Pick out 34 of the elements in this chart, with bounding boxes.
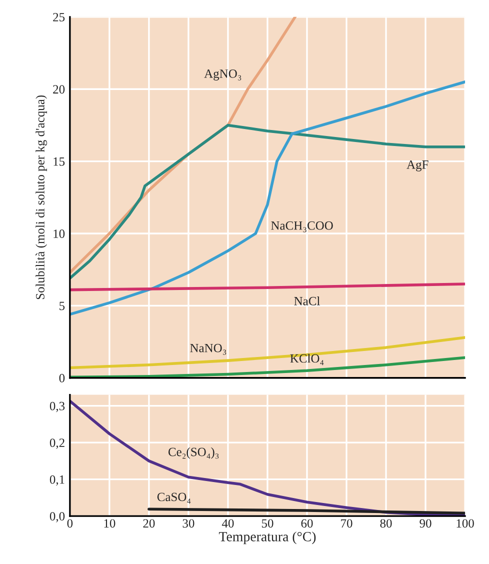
y-tick-label: 0,0 [50, 512, 65, 522]
series-label: NaNO₃ [190, 344, 226, 355]
series-label: KClO₄ [290, 354, 324, 366]
x-tick-label: 0 [67, 519, 73, 528]
line-series [70, 80, 466, 316]
x-tick-label: 90 [420, 519, 432, 528]
x-tick-label: 20 [143, 519, 155, 528]
x-tick-label: 80 [380, 519, 392, 528]
y-tick-label: 0,3 [50, 402, 65, 412]
x-tick-label: 10 [104, 519, 116, 528]
x-tick-label: 60 [301, 519, 313, 528]
y-tick-label: 0 [59, 374, 65, 382]
y-tick-label: 20 [53, 85, 65, 94]
series-label: CaSO₄ [157, 492, 191, 504]
x-tick-label: 30 [182, 519, 194, 528]
series-label: Ce₂(SO₄)₃ [168, 447, 219, 459]
y-tick-label: 5 [60, 302, 65, 310]
y-tick-label: 15 [54, 157, 65, 166]
line-series [70, 124, 466, 280]
x-tick-label: 50 [262, 519, 274, 528]
series-label: NaCH₃COO [271, 221, 333, 232]
x-tick-label: 100 [456, 519, 474, 528]
y-tick-label: 10 [54, 230, 65, 238]
x-tick-label: 70 [341, 519, 352, 528]
y-axis-title: Solubilità (moli di soluto per kg d'acqua) [36, 95, 48, 300]
x-tick-label: 40 [222, 519, 234, 528]
series-label: NaCl [294, 296, 320, 306]
x-axis-title: Temperatura (°C) [218, 532, 316, 544]
series-label: AgNO₃ [204, 69, 242, 80]
y-tick-label: 0,2 [50, 438, 64, 449]
line-series [70, 336, 466, 370]
y-tick-label: 25 [53, 12, 65, 22]
y-tick-label: 0,1 [50, 475, 64, 486]
series-label: AgF [406, 160, 428, 172]
